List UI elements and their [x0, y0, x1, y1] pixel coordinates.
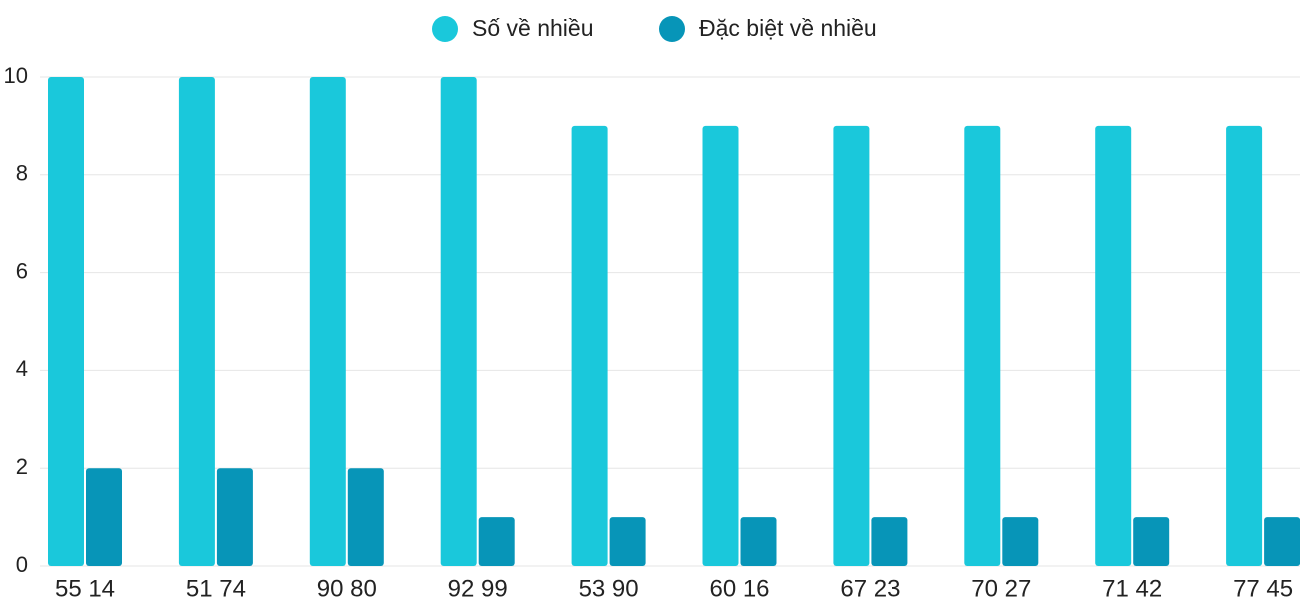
x-tick-label: 71 42 — [1102, 575, 1162, 600]
bar — [1133, 517, 1170, 566]
y-tick-label: 10 — [4, 63, 28, 88]
y-tick-label: 8 — [16, 161, 28, 186]
y-tick-label: 0 — [16, 552, 28, 577]
legend-label: Số về nhiều — [472, 15, 593, 41]
bar — [964, 125, 1001, 567]
bar — [571, 125, 608, 567]
x-tick-label: 77 45 — [1233, 575, 1293, 600]
bar — [609, 517, 646, 566]
bar — [1264, 517, 1300, 566]
x-tick-label: 70 27 — [971, 575, 1031, 600]
x-tick-label: 53 90 — [579, 575, 639, 600]
legend-label: Đặc biệt về nhiều — [699, 15, 877, 41]
x-tick-label: 67 23 — [840, 575, 900, 600]
bar — [740, 517, 777, 566]
x-tick-label: 55 14 — [55, 575, 115, 600]
y-tick-label: 4 — [16, 356, 28, 381]
bar — [1002, 517, 1039, 566]
bar — [440, 77, 477, 566]
bar — [1226, 125, 1263, 567]
x-tick-label: 60 16 — [709, 575, 769, 600]
y-tick-label: 2 — [16, 454, 28, 479]
bar — [871, 517, 908, 566]
bar — [216, 468, 253, 566]
legend-swatch — [432, 16, 458, 42]
x-tick-label: 90 80 — [317, 575, 377, 600]
bar — [48, 77, 84, 566]
x-tick-label: 51 74 — [186, 575, 246, 600]
bar — [86, 468, 122, 566]
bar — [833, 125, 870, 567]
bar — [1095, 125, 1132, 567]
bar — [702, 125, 739, 567]
x-tick-label: 92 99 — [448, 575, 508, 600]
bar — [478, 517, 515, 566]
bar — [347, 468, 384, 566]
y-tick-label: 6 — [16, 258, 28, 283]
bar — [178, 77, 215, 566]
bar — [309, 77, 346, 566]
legend-swatch — [659, 16, 685, 42]
